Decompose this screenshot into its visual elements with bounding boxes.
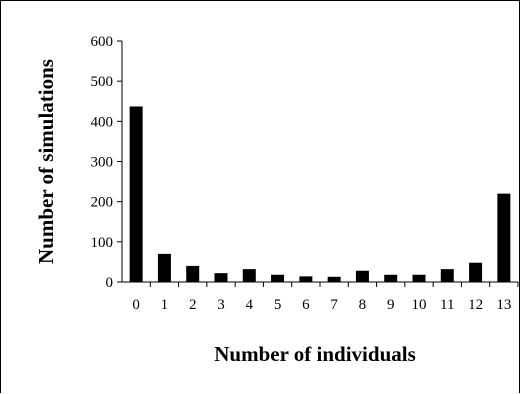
bar-0	[129, 106, 143, 282]
y-tick-label: 200	[91, 195, 114, 211]
x-tick-label: 8	[359, 297, 367, 313]
x-tick-label: 2	[189, 297, 197, 313]
bar-6	[299, 276, 313, 282]
x-tick-label: 12	[468, 297, 483, 313]
y-tick-label: 300	[91, 155, 114, 171]
y-axis-ticks: 0 100 200 300 400 500 600	[91, 34, 122, 291]
bar-1	[157, 253, 171, 282]
bar-12	[469, 262, 483, 282]
x-tick-label: 0	[132, 297, 140, 313]
bar-4	[242, 269, 256, 282]
bar-7	[327, 276, 341, 282]
bars	[129, 106, 511, 282]
bar-5	[271, 274, 285, 282]
bar-13	[497, 193, 511, 282]
x-tick-label: 7	[330, 297, 338, 313]
bar-9	[384, 274, 398, 282]
x-tick-label: 9	[387, 297, 395, 313]
y-tick-label: 600	[91, 34, 114, 50]
y-tick-label: 0	[106, 275, 114, 291]
x-axis-ticks: 0 1 2 3 4 5 6 7 8 9 10 11 12 13	[132, 282, 519, 313]
y-tick-label: 400	[91, 114, 114, 130]
y-tick-label: 100	[91, 235, 114, 251]
x-tick-label: 13	[496, 297, 511, 313]
bar-3	[214, 273, 228, 282]
bar-2	[186, 265, 200, 282]
bar-11	[440, 269, 454, 282]
x-tick-label: 11	[440, 297, 454, 313]
bar-10	[412, 274, 426, 282]
x-axis-title: Number of individuals	[214, 342, 416, 366]
y-tick-label: 500	[91, 74, 114, 90]
x-tick-label: 5	[274, 297, 282, 313]
y-axis-title: Number of simulations	[34, 59, 58, 264]
x-tick-label: 10	[412, 297, 427, 313]
x-tick-label: 6	[302, 297, 310, 313]
x-tick-label: 1	[161, 297, 169, 313]
x-tick-label: 4	[246, 297, 254, 313]
x-tick-label: 3	[217, 297, 225, 313]
bar-8	[355, 270, 369, 282]
